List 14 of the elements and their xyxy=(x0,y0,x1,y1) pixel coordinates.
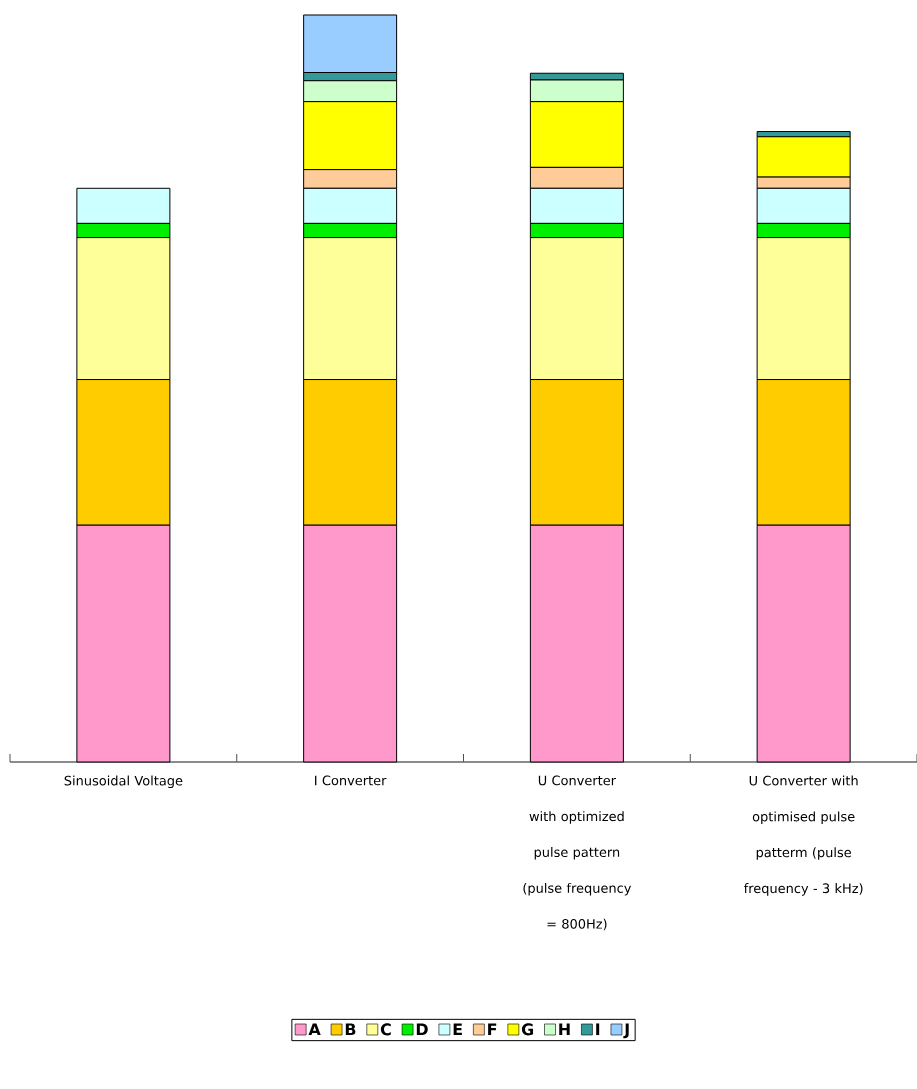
legend-label: B xyxy=(345,1023,356,1036)
legend-label: A xyxy=(308,1023,321,1036)
legend-label: C xyxy=(380,1023,391,1036)
legend-label: F xyxy=(488,1023,497,1036)
legend-label: G xyxy=(521,1023,534,1036)
category-label: U Converter with optimised pulse patterm (pulse frequency - 3 kHz) xyxy=(743,775,863,896)
x-tick-label: Sinusoidal Voltage xyxy=(64,775,183,789)
legend-label: H xyxy=(559,1023,570,1036)
legend-label: J xyxy=(623,1023,629,1039)
legend-label: E xyxy=(453,1023,462,1036)
category-label: U Converter with optimized pulse pattern (pulse frequency = 800Hz) xyxy=(523,775,632,931)
x-tick-label: I Converter xyxy=(315,775,387,786)
legend-label: I xyxy=(596,1023,600,1036)
legend-label: D xyxy=(416,1023,428,1036)
